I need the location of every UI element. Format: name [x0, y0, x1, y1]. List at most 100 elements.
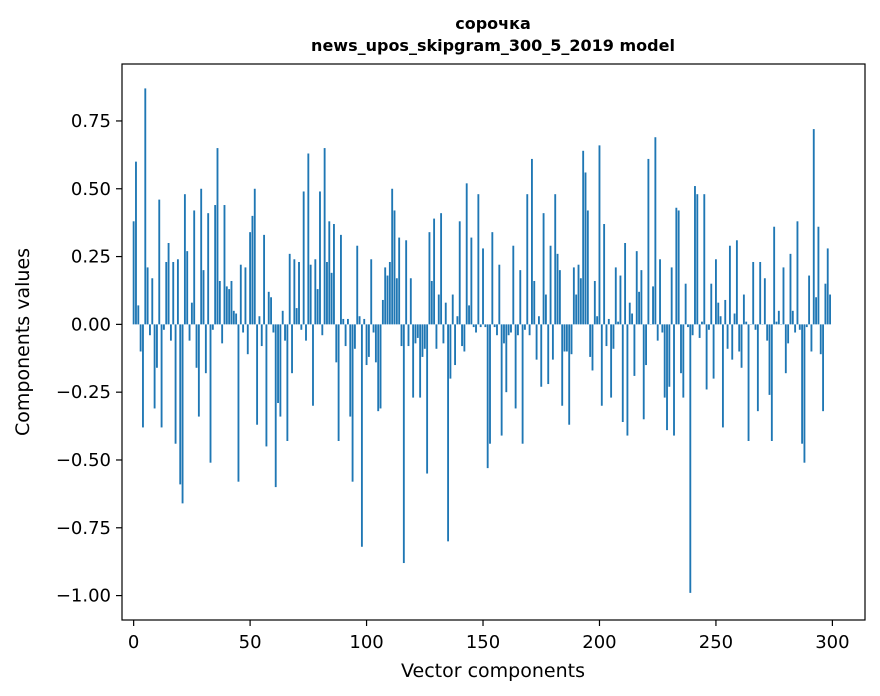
bar: [544, 294, 547, 325]
bar: [733, 313, 736, 325]
bar: [342, 318, 345, 325]
bar: [232, 310, 235, 325]
bar: [207, 213, 210, 325]
bar: [633, 324, 636, 376]
bar: [479, 324, 482, 328]
bar: [475, 324, 477, 333]
bar: [349, 324, 352, 417]
bar: [225, 286, 228, 325]
bar: [174, 324, 177, 444]
bar: [377, 324, 380, 412]
bar: [719, 316, 722, 325]
bar: [414, 324, 417, 344]
bar: [337, 324, 340, 441]
bar: [202, 270, 205, 325]
bar: [165, 261, 168, 325]
bar: [768, 324, 771, 395]
bar: [258, 316, 261, 325]
bar: [321, 324, 324, 336]
bar: [449, 324, 452, 379]
x-tick-label: 250: [699, 632, 733, 653]
bar: [680, 324, 682, 374]
bar: [738, 324, 741, 352]
bar: [260, 324, 263, 347]
bar: [791, 310, 794, 325]
bar: [752, 261, 755, 325]
bar: [558, 270, 561, 325]
bar: [570, 324, 573, 355]
bar: [824, 283, 827, 325]
y-tick-label: −0.75: [56, 518, 111, 539]
bar: [572, 267, 575, 325]
bar: [230, 280, 233, 325]
bar: [787, 324, 790, 344]
bar: [272, 324, 275, 333]
bar: [223, 205, 226, 325]
bar: [228, 289, 231, 325]
bar: [712, 324, 715, 379]
bar: [353, 324, 356, 349]
y-tick-label: 0.50: [71, 179, 111, 200]
x-tick-label: 300: [815, 632, 849, 653]
bar: [419, 324, 422, 398]
bar: [295, 308, 298, 325]
bar: [181, 324, 184, 504]
bar: [689, 324, 692, 593]
bar: [463, 324, 466, 352]
bar: [162, 324, 165, 330]
bar: [249, 232, 252, 325]
bar: [777, 310, 780, 325]
bar: [302, 191, 305, 325]
bar: [510, 324, 512, 333]
bar: [472, 324, 475, 328]
bar: [500, 324, 503, 436]
bar: [132, 221, 135, 325]
bar: [770, 324, 773, 441]
bar: [717, 302, 720, 325]
bar: [193, 210, 196, 325]
bar: [740, 324, 743, 368]
bar: [211, 324, 214, 330]
bar: [542, 213, 545, 325]
bar: [822, 324, 824, 412]
bar: [537, 316, 540, 325]
bar: [293, 259, 296, 325]
bar: [507, 324, 510, 336]
bar: [742, 294, 745, 325]
bar: [591, 324, 594, 371]
bar: [151, 278, 154, 325]
bar: [391, 188, 394, 325]
bar: [204, 324, 207, 374]
bar: [393, 210, 396, 325]
plot-frame: [121, 63, 866, 621]
bar: [600, 324, 603, 406]
bar: [645, 324, 647, 366]
bar: [267, 291, 270, 325]
bar: [708, 324, 710, 330]
bar: [209, 324, 212, 463]
y-tick-label: 0.25: [71, 247, 111, 268]
bar: [139, 324, 142, 352]
bar: [274, 324, 277, 488]
bar: [663, 324, 666, 398]
bar: [246, 324, 249, 355]
bar: [370, 259, 373, 325]
bar: [565, 324, 568, 352]
bar: [253, 188, 256, 325]
bar: [735, 240, 738, 325]
bar: [188, 324, 191, 341]
bar: [242, 324, 245, 333]
bar: [652, 286, 654, 325]
bar: [284, 324, 286, 341]
bar: [656, 324, 659, 341]
bar: [149, 324, 151, 336]
bar: [498, 264, 501, 325]
bar: [444, 302, 447, 325]
bar: [340, 234, 342, 325]
bar: [214, 205, 217, 325]
bar: [442, 324, 445, 344]
bar: [659, 259, 661, 325]
bar: [812, 129, 815, 325]
bar: [146, 267, 149, 325]
bar: [379, 324, 382, 409]
